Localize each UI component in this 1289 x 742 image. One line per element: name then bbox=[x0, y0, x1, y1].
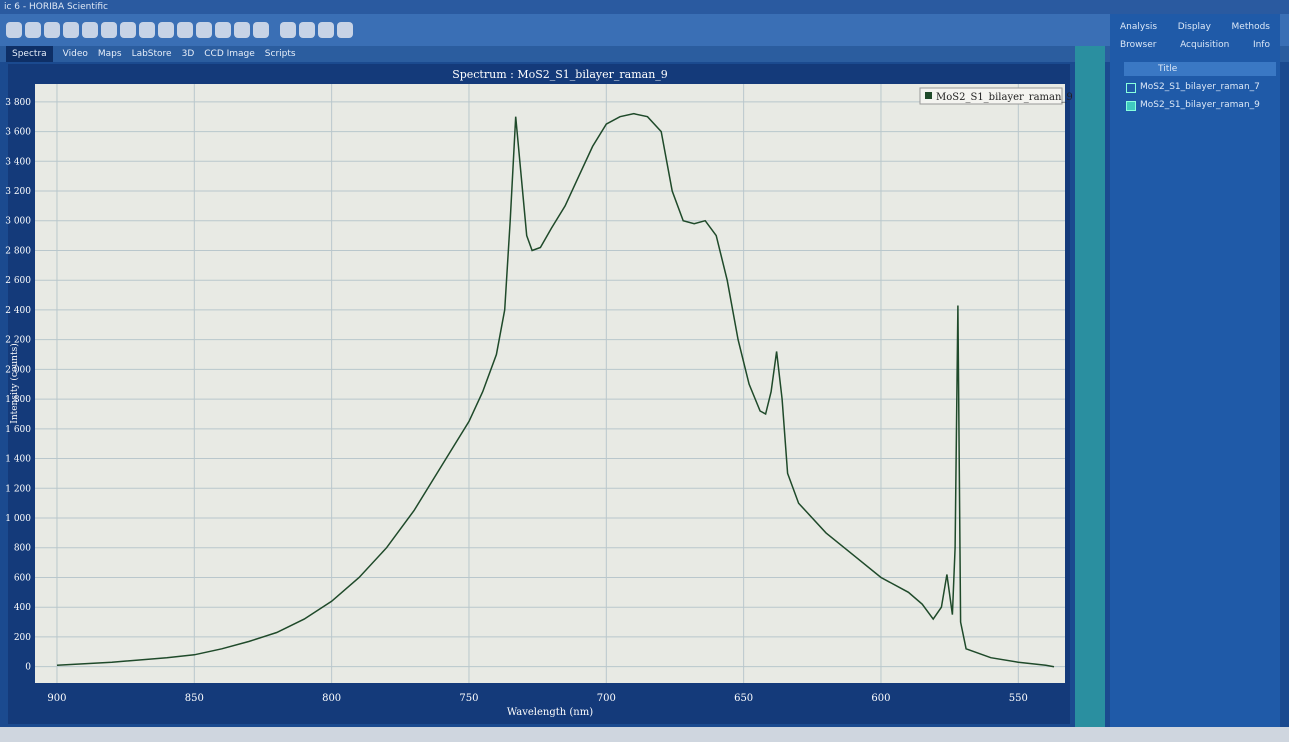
right-panel: Analysis Display Methods Browser Acquisitio… bbox=[1110, 14, 1280, 736]
tool-button[interactable] bbox=[337, 22, 353, 38]
legend-label: MoS2_S1_bilayer_raman_9 bbox=[936, 92, 1073, 103]
tool-button[interactable] bbox=[6, 22, 22, 38]
y-tick-label: 1 400 bbox=[5, 455, 31, 465]
tab[interactable]: Acquisition bbox=[1180, 40, 1230, 50]
y-tick-label: 1 000 bbox=[5, 514, 31, 524]
y-tick-label: 3 800 bbox=[5, 98, 31, 108]
tab[interactable]: CCD Image bbox=[204, 49, 255, 59]
x-tick-label: 900 bbox=[47, 693, 66, 704]
y-tick-label: 1 200 bbox=[5, 484, 31, 494]
x-tick-label: 750 bbox=[459, 693, 478, 704]
tool-button[interactable] bbox=[158, 22, 174, 38]
tab-row: Browser Acquisition Info bbox=[1110, 32, 1280, 50]
legend-box bbox=[919, 87, 1063, 105]
tool-button[interactable] bbox=[215, 22, 231, 38]
y-tick-label: 3 000 bbox=[5, 217, 31, 227]
x-tick-label: 650 bbox=[734, 693, 753, 704]
x-tick-label: 550 bbox=[1009, 693, 1028, 704]
tool-button[interactable] bbox=[120, 22, 136, 38]
y-tick-label: 2 600 bbox=[5, 276, 31, 286]
x-tick-label: 700 bbox=[597, 693, 616, 704]
y-tick-label: 800 bbox=[14, 544, 31, 554]
tab[interactable]: Display bbox=[1177, 22, 1211, 32]
x-axis-label: Wavelength (nm) bbox=[507, 707, 593, 718]
browser-item[interactable]: MoS2_S1_bilayer_raman_9 bbox=[1126, 98, 1280, 112]
x-tick-label: 850 bbox=[185, 693, 204, 704]
y-axis-label: Intensity (counts) bbox=[9, 343, 20, 423]
tool-button[interactable] bbox=[234, 22, 250, 38]
tool-button[interactable] bbox=[253, 22, 269, 38]
spectrum-line bbox=[56, 112, 1055, 668]
y-tick-label: 2 200 bbox=[5, 336, 31, 346]
tool-button[interactable] bbox=[25, 22, 41, 38]
y-tick-label: 2 800 bbox=[5, 246, 31, 256]
y-tick-label: 2 400 bbox=[5, 306, 31, 316]
x-tick-label: 600 bbox=[871, 693, 890, 704]
y-tick-label: 400 bbox=[14, 603, 31, 613]
y-tick-label: 200 bbox=[14, 633, 31, 643]
title-bar: ic 6 - HORIBA Scientific bbox=[0, 0, 1289, 14]
side-strip bbox=[1075, 46, 1105, 736]
y-tick-label: 600 bbox=[14, 573, 31, 583]
tab[interactable]: LabStore bbox=[131, 49, 172, 59]
tab[interactable]: Methods bbox=[1231, 22, 1270, 32]
y-tick-label: 1 600 bbox=[5, 425, 31, 435]
tab-row: Analysis Display Methods bbox=[1110, 14, 1280, 32]
tool-button[interactable] bbox=[63, 22, 79, 38]
plot-area bbox=[35, 84, 1065, 683]
chart-title: Spectrum : MoS2_S1_bilayer_raman_9 bbox=[452, 68, 668, 81]
tool-button[interactable] bbox=[139, 22, 155, 38]
tool-button[interactable] bbox=[318, 22, 334, 38]
tool-button[interactable] bbox=[196, 22, 212, 38]
tab[interactable]: 3D bbox=[181, 49, 195, 59]
y-tick-label: 3 200 bbox=[5, 187, 31, 197]
tool-button[interactable] bbox=[82, 22, 98, 38]
column-header: Title bbox=[1124, 62, 1276, 76]
tab[interactable]: Scripts bbox=[264, 49, 296, 59]
tab-bar: Spectra Video Maps LabStore 3D CCD Image Scrip… bbox=[0, 46, 1289, 62]
y-tick-label: 3 400 bbox=[5, 157, 31, 167]
y-tick-label: 1 800 bbox=[5, 395, 31, 405]
tool-button[interactable] bbox=[280, 22, 296, 38]
tab[interactable]: Browser bbox=[1120, 40, 1157, 50]
tab[interactable]: Spectra bbox=[6, 46, 53, 62]
y-tick-label: 0 bbox=[25, 663, 31, 673]
browser-item[interactable]: MoS2_S1_bilayer_raman_7 bbox=[1126, 80, 1280, 94]
browser-list: MoS2_S1_bilayer_raman_7 MoS2_S1_bilayer_r… bbox=[1110, 80, 1280, 112]
tab[interactable]: Analysis bbox=[1120, 22, 1158, 32]
chart: Spectrum : MoS2_S1_bilayer_raman_9 0 200 40… bbox=[5, 64, 1073, 724]
tab[interactable]: Maps bbox=[97, 49, 122, 59]
tool-button[interactable] bbox=[101, 22, 117, 38]
status-bar bbox=[0, 727, 1289, 742]
y-tick-label: 2 000 bbox=[5, 365, 31, 375]
legend-swatch bbox=[925, 92, 932, 99]
tab[interactable]: Info bbox=[1252, 40, 1270, 50]
tool-button[interactable] bbox=[44, 22, 60, 38]
tab[interactable]: Video bbox=[62, 49, 88, 59]
tool-button[interactable] bbox=[299, 22, 315, 38]
y-tick-label: 3 600 bbox=[5, 128, 31, 138]
x-tick-label: 800 bbox=[322, 693, 341, 704]
tool-button[interactable] bbox=[177, 22, 193, 38]
toolbar bbox=[0, 14, 1289, 46]
